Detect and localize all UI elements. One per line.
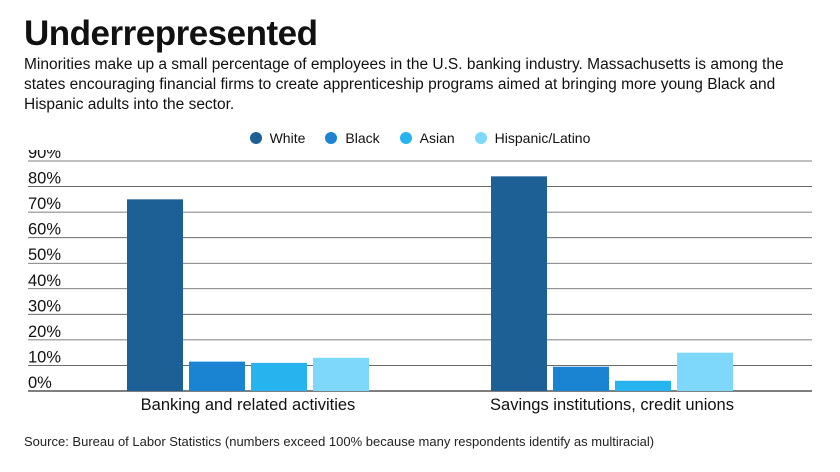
y-tick-label: 0% xyxy=(28,374,52,392)
y-tick-label: 70% xyxy=(28,195,61,213)
legend-swatch xyxy=(474,132,487,144)
chart-subtitle: Minorities make up a small percentage of… xyxy=(24,56,784,113)
legend-item: Hispanic/Latino xyxy=(474,129,591,147)
legend-swatch xyxy=(399,132,412,144)
legend-label: Asian xyxy=(419,130,455,146)
legend-label: Hispanic/Latino xyxy=(494,130,591,146)
y-tick-label: 60% xyxy=(28,221,61,239)
y-tick-label: 30% xyxy=(28,297,61,315)
y-tick-label: 90% xyxy=(28,150,61,162)
legend: White Black Asian Hispanic/Latino xyxy=(0,129,840,147)
legend-swatch xyxy=(325,132,338,144)
bar-hispanic-latino-2 xyxy=(677,352,733,391)
legend-item: Asian xyxy=(399,129,455,147)
bar-asian-1 xyxy=(251,362,307,391)
legend-swatch xyxy=(249,132,262,144)
y-tick-label: 10% xyxy=(28,348,61,366)
x-category-label: Banking and related activities xyxy=(141,396,356,414)
y-tick-label: 20% xyxy=(28,323,61,341)
legend-label: White xyxy=(269,130,306,146)
x-category-label: Savings institutions, credit unions xyxy=(490,396,734,414)
chart-title: Underrepresented xyxy=(24,14,318,53)
bar-black-2 xyxy=(553,366,609,391)
bar-white-1 xyxy=(127,199,183,391)
y-tick-label: 50% xyxy=(28,246,61,264)
bar-hispanic-latino-1 xyxy=(313,357,369,391)
legend-item: Black xyxy=(325,129,380,147)
y-tick-label: 40% xyxy=(28,272,61,290)
y-tick-label: 80% xyxy=(28,170,61,188)
legend-item: White xyxy=(249,129,306,147)
source-note: Source: Bureau of Labor Statistics (numb… xyxy=(24,434,655,449)
bar-black-1 xyxy=(189,361,245,391)
bar-asian-2 xyxy=(615,380,671,391)
legend-label: Black xyxy=(345,130,380,146)
bar-white-2 xyxy=(491,176,547,391)
bar-chart: 0% 10% 20% 30% 40% 50% 60% 70% 80% 90% Banking and… xyxy=(28,150,812,414)
